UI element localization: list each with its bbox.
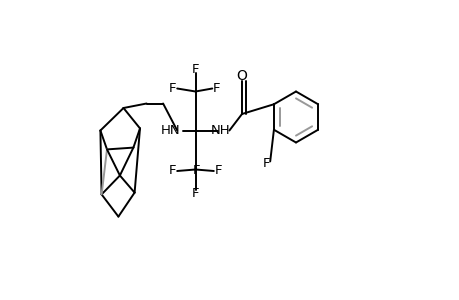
Text: F: F	[193, 164, 200, 178]
Text: F: F	[262, 157, 269, 170]
Text: F: F	[214, 164, 221, 178]
Text: F: F	[169, 164, 176, 178]
Text: O: O	[236, 70, 247, 83]
Text: F: F	[213, 82, 220, 95]
Text: HN: HN	[161, 124, 180, 137]
Text: NH: NH	[210, 124, 230, 137]
Text: F: F	[191, 62, 199, 76]
Text: F: F	[191, 187, 199, 200]
Text: F: F	[169, 82, 176, 95]
